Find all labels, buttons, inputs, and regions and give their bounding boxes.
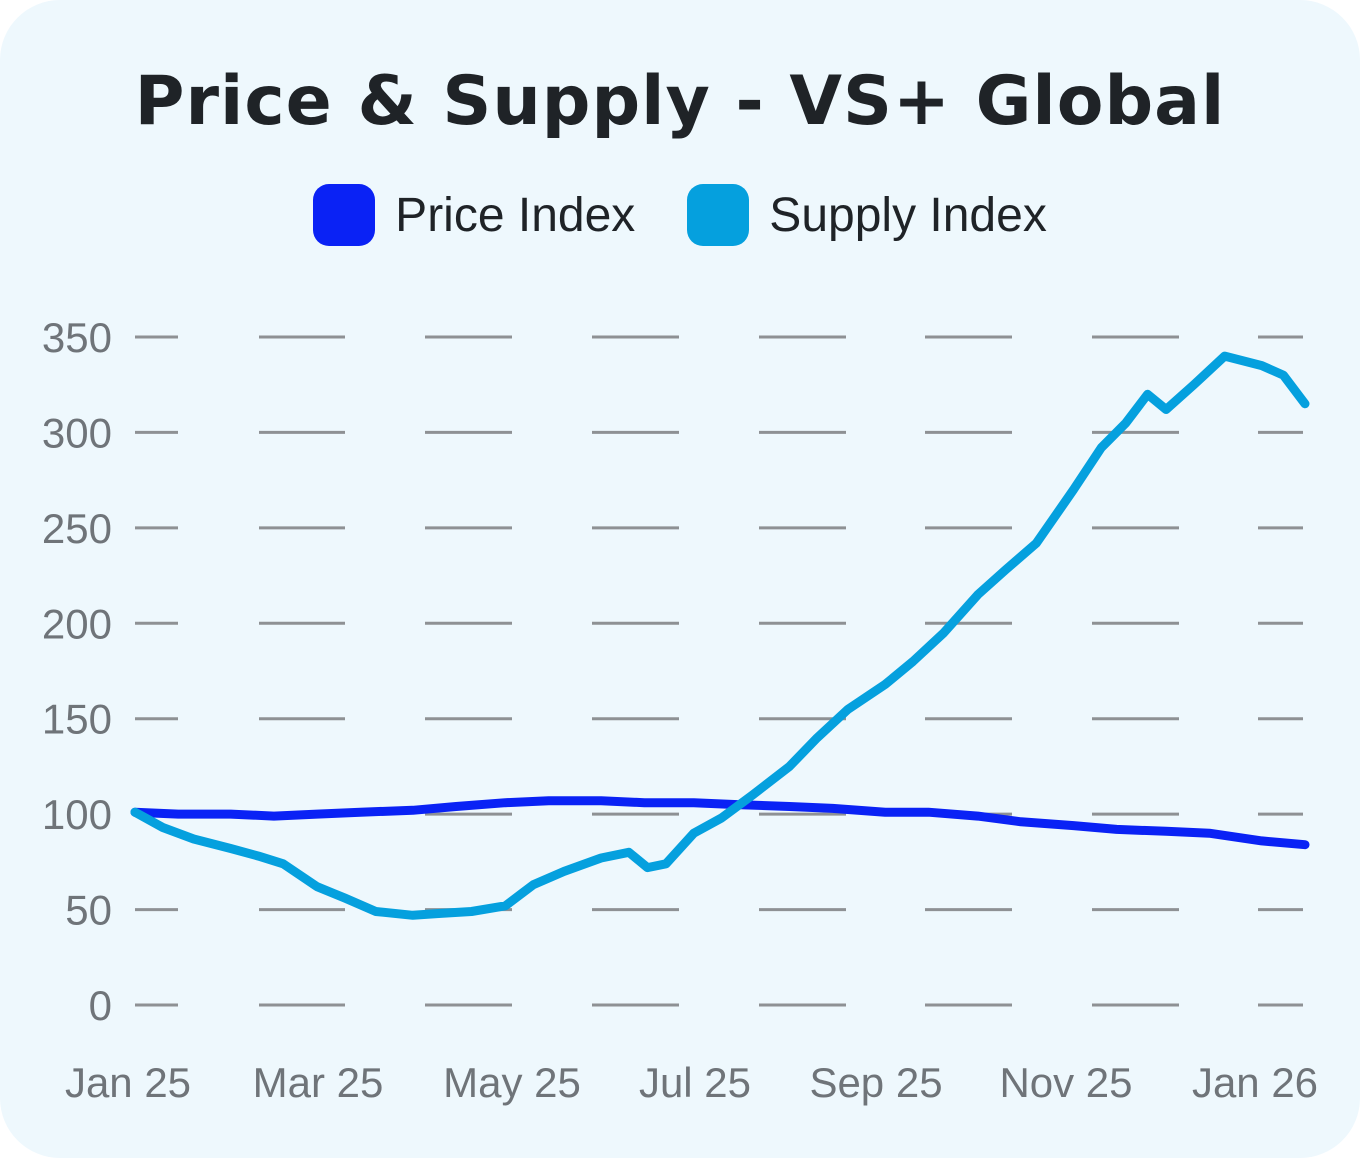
x-tick-label: Mar 25 [253,1059,384,1106]
y-tick-label: 300 [42,409,112,456]
y-tick-label: 250 [42,505,112,552]
series-line-price-index [130,796,1310,850]
y-tick-label: 350 [42,314,112,361]
legend-item-price-index[interactable]: Price Index [313,184,635,246]
series-line-supply-index [130,351,1310,920]
x-tick-label: Jan 26 [1192,1059,1318,1106]
y-tick-label: 150 [42,696,112,743]
legend-label-supply-index: Supply Index [769,188,1047,242]
x-tick-label: Sep 25 [809,1059,942,1106]
x-tick-label: Jul 25 [639,1059,751,1106]
y-tick-label: 200 [42,600,112,647]
y-tick-label: 100 [42,791,112,838]
y-tick-label: 50 [65,887,112,934]
x-tick-label: Jan 25 [65,1059,191,1106]
legend-item-supply-index[interactable]: Supply Index [687,184,1047,246]
x-tick-label: May 25 [443,1059,581,1106]
legend-swatch-supply-index [687,184,750,246]
x-tick-label: Nov 25 [999,1059,1132,1106]
y-tick-label: 0 [89,982,112,1029]
chart-legend: Price Index Supply Index [0,184,1360,246]
legend-label-price-index: Price Index [395,188,636,242]
legend-swatch-price-index [313,184,376,246]
chart-title: Price & Supply - VS+ Global [134,62,1226,141]
